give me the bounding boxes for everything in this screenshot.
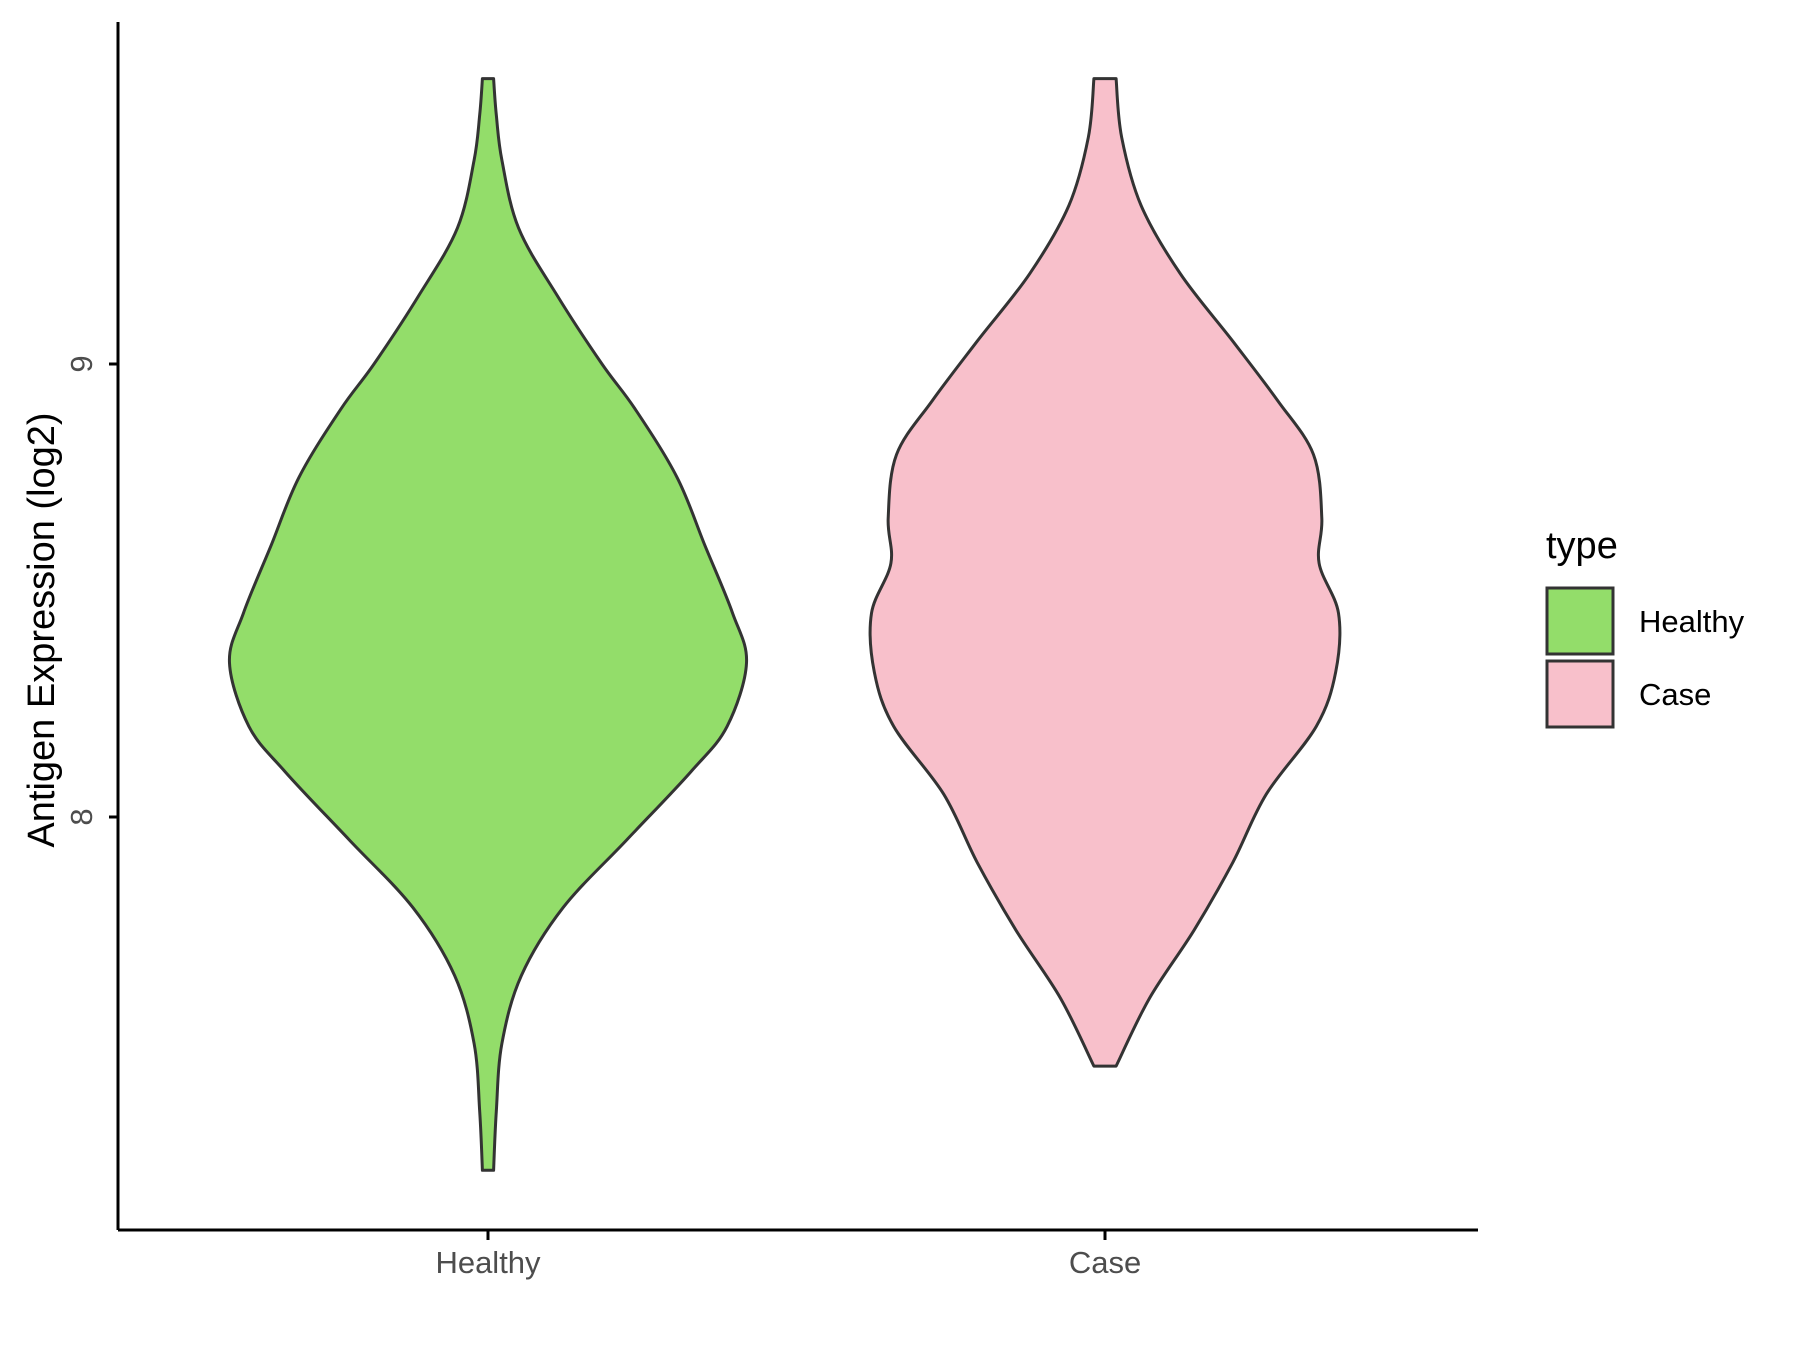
violin-healthy — [227, 77, 749, 1172]
y-tick-label: 9 — [64, 355, 99, 372]
legend-swatch-case — [1545, 659, 1615, 729]
x-axis-ticks: Healthy Case — [435, 1230, 1141, 1280]
legend-label-case: Case — [1639, 677, 1711, 712]
y-tick-label: 8 — [64, 808, 99, 825]
violins-layer — [227, 77, 1342, 1172]
legend: type Healthy Case — [1545, 525, 1745, 729]
legend-title: type — [1546, 525, 1618, 567]
violin-case — [868, 77, 1342, 1068]
legend-label-healthy: Healthy — [1639, 604, 1745, 639]
y-axis-ticks: 89 — [64, 355, 118, 826]
legend-swatch-healthy — [1545, 586, 1615, 656]
x-tick-label-case: Case — [1069, 1245, 1141, 1280]
x-tick-label-healthy: Healthy — [435, 1245, 541, 1280]
y-axis-title: Antigen Expression (log2) — [21, 412, 63, 847]
